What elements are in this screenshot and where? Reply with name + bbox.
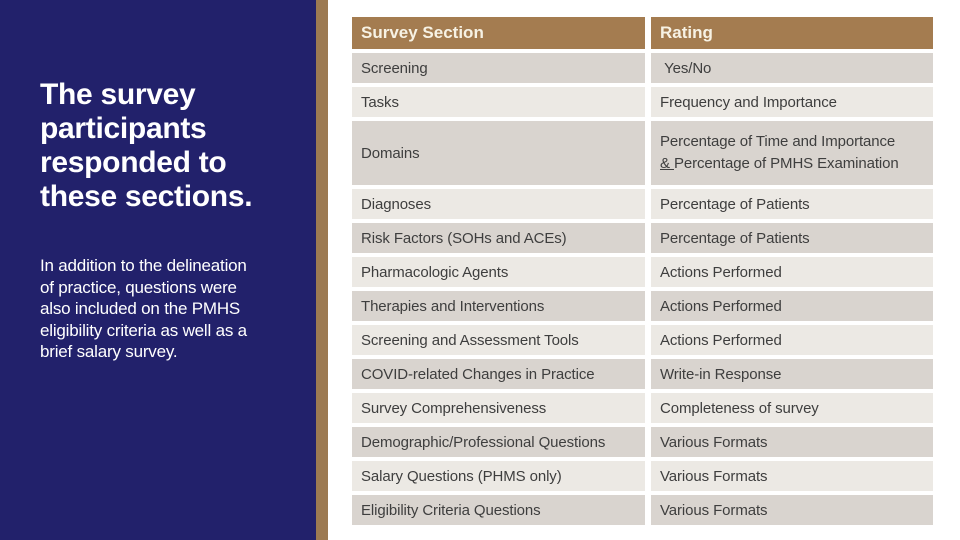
table-row: Diagnoses Percentage of Patients [352, 189, 933, 219]
slide-body-line: also included on the PMHS [40, 299, 241, 318]
slide-title-line: The survey [40, 78, 196, 111]
column-divider [645, 87, 651, 117]
table-row: Survey Comprehensiveness Completeness of … [352, 393, 933, 423]
column-divider [645, 359, 651, 389]
table-row: Screening and Assessment Tools Actions Pe… [352, 325, 933, 355]
cell-survey-section: Demographic/Professional Questions [352, 427, 645, 457]
cell-rating: Actions Performed [651, 325, 933, 355]
column-divider [645, 461, 651, 491]
cell-rating: Actions Performed [651, 291, 933, 321]
column-divider [645, 17, 651, 49]
cell-rating: Various Formats [651, 427, 933, 457]
cell-rating: Write-in Response [651, 359, 933, 389]
column-divider [645, 121, 651, 185]
cell-survey-section: Diagnoses [352, 189, 645, 219]
cell-rating: Actions Performed [651, 257, 933, 287]
table-body: Screening Yes/No Tasks Frequency and Impor… [352, 53, 933, 525]
column-divider [645, 495, 651, 525]
slide-body-line: brief salary survey. [40, 342, 178, 361]
cell-rating: Yes/No [651, 53, 933, 83]
underlined-ampersand: & [660, 155, 674, 172]
cell-survey-section: Screening and Assessment Tools [352, 325, 645, 355]
cell-rating: Completeness of survey [651, 393, 933, 423]
table-row: Risk Factors (SOHs and ACEs) Percentage o… [352, 223, 933, 253]
cell-survey-section: Pharmacologic Agents [352, 257, 645, 287]
cell-rating: Various Formats [651, 495, 933, 525]
slide-body-line: of practice, questions were [40, 277, 237, 297]
slide-body-line: In addition to the delineation [40, 256, 247, 275]
cell-survey-section: Tasks [352, 87, 645, 117]
table-row: Eligibility Criteria Questions Various Fo… [352, 495, 933, 525]
table-row: Therapies and Interventions Actions Perfo… [352, 291, 933, 321]
left-panel: The survey participants responded to the… [0, 0, 316, 540]
cell-rating-line: Percentage of Time and Importance [660, 133, 896, 150]
column-divider [645, 325, 651, 355]
table-row: Screening Yes/No [352, 53, 933, 83]
cell-survey-section: Salary Questions (PHMS only) [352, 461, 645, 491]
column-divider [645, 189, 651, 219]
slide-title: The survey participants responded to the… [40, 78, 300, 214]
table-header-row: Survey Section Rating [352, 17, 933, 49]
cell-rating: Percentage of Patients [651, 189, 933, 219]
column-divider [645, 427, 651, 457]
slide-title-line: responded to [40, 146, 227, 179]
cell-survey-section: Eligibility Criteria Questions [352, 495, 645, 525]
table-row: Demographic/Professional Questions Variou… [352, 427, 933, 457]
survey-table: Survey Section Rating Screening Yes/No Ta… [352, 17, 933, 529]
slide-body-line: eligibility criteria as well as a [40, 320, 247, 340]
table-row: Salary Questions (PHMS only) Various Form… [352, 461, 933, 491]
table-row: Tasks Frequency and Importance [352, 87, 933, 117]
cell-survey-section: Domains [352, 121, 645, 185]
cell-survey-section: Survey Comprehensiveness [352, 393, 645, 423]
cell-rating: Percentage of Time and Importance & Perce… [651, 121, 933, 185]
accent-stripe [316, 0, 328, 540]
cell-rating: Frequency and Importance [651, 87, 933, 117]
table-row: COVID-related Changes in Practice Write-i… [352, 359, 933, 389]
cell-survey-section: Screening [352, 53, 645, 83]
cell-survey-section: Risk Factors (SOHs and ACEs) [352, 223, 645, 253]
cell-survey-section: COVID-related Changes in Practice [352, 359, 645, 389]
slide-title-line: these sections. [40, 180, 253, 213]
table-header-rating: Rating [651, 17, 933, 49]
table-header-survey-section: Survey Section [352, 17, 645, 49]
table-row: Pharmacologic Agents Actions Performed [352, 257, 933, 287]
column-divider [645, 257, 651, 287]
slide-body-paragraph: In addition to the delineation of practi… [40, 255, 304, 363]
column-divider [645, 223, 651, 253]
cell-rating: Various Formats [651, 461, 933, 491]
cell-survey-section: Therapies and Interventions [352, 291, 645, 321]
cell-rating: Percentage of Patients [651, 223, 933, 253]
table-row: Domains Percentage of Time and Importance… [352, 121, 933, 185]
cell-rating-line: & Percentage of PMHS Examination [660, 155, 899, 172]
column-divider [645, 393, 651, 423]
slide-title-line: participants [40, 112, 207, 145]
column-divider [645, 291, 651, 321]
column-divider [645, 53, 651, 83]
